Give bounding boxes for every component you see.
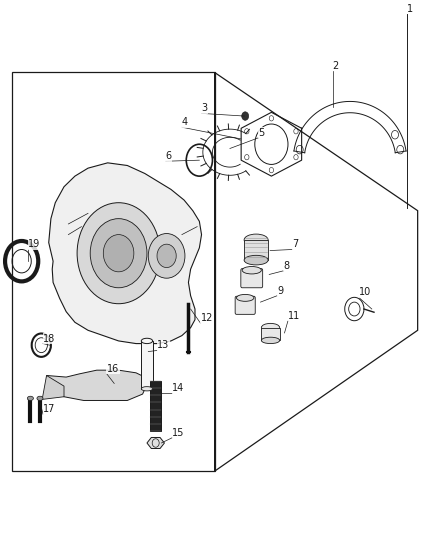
Ellipse shape xyxy=(237,294,254,301)
Text: 10: 10 xyxy=(359,287,371,297)
Text: 6: 6 xyxy=(166,151,172,161)
Circle shape xyxy=(148,233,185,278)
Text: 15: 15 xyxy=(172,427,185,438)
Ellipse shape xyxy=(244,255,268,265)
Polygon shape xyxy=(215,72,418,471)
Text: 13: 13 xyxy=(157,341,169,351)
Circle shape xyxy=(157,244,176,268)
Text: 8: 8 xyxy=(284,261,290,271)
Text: 18: 18 xyxy=(43,334,55,344)
Circle shape xyxy=(90,219,147,288)
FancyBboxPatch shape xyxy=(235,296,255,314)
Text: 3: 3 xyxy=(201,103,208,114)
Ellipse shape xyxy=(261,324,280,332)
Ellipse shape xyxy=(27,396,33,400)
Ellipse shape xyxy=(37,396,43,400)
Ellipse shape xyxy=(141,386,152,391)
Ellipse shape xyxy=(141,338,152,344)
Text: 19: 19 xyxy=(28,239,40,249)
Text: 7: 7 xyxy=(292,239,299,249)
Text: 17: 17 xyxy=(43,405,56,414)
Ellipse shape xyxy=(242,266,261,274)
Polygon shape xyxy=(46,370,147,400)
Text: 5: 5 xyxy=(258,128,265,138)
Text: 4: 4 xyxy=(182,117,188,127)
Text: 14: 14 xyxy=(172,383,184,393)
Circle shape xyxy=(103,235,134,272)
Polygon shape xyxy=(49,163,201,344)
FancyBboxPatch shape xyxy=(141,341,152,389)
FancyBboxPatch shape xyxy=(241,269,263,288)
Text: 1: 1 xyxy=(407,4,413,14)
Text: 9: 9 xyxy=(277,286,283,296)
Text: 12: 12 xyxy=(201,313,213,324)
Text: 16: 16 xyxy=(107,364,119,374)
Ellipse shape xyxy=(244,234,268,246)
FancyBboxPatch shape xyxy=(244,240,268,260)
Circle shape xyxy=(77,203,160,304)
FancyBboxPatch shape xyxy=(261,328,280,341)
Text: 2: 2 xyxy=(332,61,339,71)
FancyBboxPatch shape xyxy=(150,381,161,431)
Polygon shape xyxy=(42,375,64,399)
Ellipse shape xyxy=(261,337,280,344)
Polygon shape xyxy=(147,438,164,449)
Text: 11: 11 xyxy=(288,311,300,321)
Circle shape xyxy=(242,112,249,120)
